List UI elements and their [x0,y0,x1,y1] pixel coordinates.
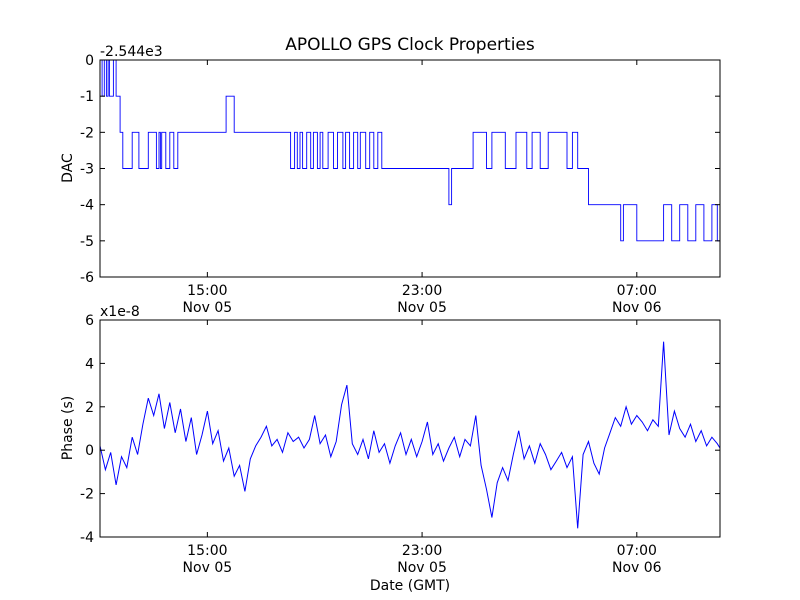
x-axis-label: Date (GMT) [370,578,450,594]
dac-x-tick-time: 23:00 [402,283,442,299]
dac-series-line [100,60,720,242]
phase-axes-frame [99,319,721,538]
phase-x-tick-date: Nov 05 [397,560,447,576]
dac-plot-area [100,60,720,242]
dac-y-axis-label: DAC [60,153,76,183]
dac-y-tick-label: -3 [80,162,94,178]
phase-x-tick-date: Nov 06 [612,560,662,576]
dac-x-tick-time: 07:00 [617,283,657,299]
phase-y-tick-label: -4 [80,530,94,546]
dac-x-tick-time: 15:00 [187,283,227,299]
phase-x-tick-time: 07:00 [617,543,657,559]
dac-y-tick-label: -5 [80,234,94,250]
dac-y-tick-label: -2 [80,125,94,141]
dac-offset-label: -2.544e3 [100,44,163,60]
phase-x-tick-date: Nov 05 [183,560,233,576]
phase-y-tick-label: 6 [85,313,94,329]
dac-x-tick-date: Nov 05 [397,300,447,316]
phase-series-line [100,341,720,529]
phase-y-axis-label: Phase (s) [60,396,76,460]
phase-offset-label: x1e-8 [100,304,140,320]
phase-y-tick-label: 2 [85,400,94,416]
phase-x-tick-time: 15:00 [187,543,227,559]
dac-y-tick-label: 0 [85,53,94,69]
phase-y-tick-label: 0 [85,443,94,459]
phase-y-tick-label: 4 [85,356,94,372]
phase-y-tick-label: -2 [80,487,94,503]
dac-y-tick-label: -6 [80,270,94,286]
chart-title: APOLLO GPS Clock Properties [285,35,535,55]
phase-x-tick-time: 23:00 [402,543,442,559]
dac-x-tick-date: Nov 05 [183,300,233,316]
dac-y-tick-label: -4 [80,198,94,214]
phase-plot-area [100,341,720,529]
dac-x-tick-date: Nov 06 [612,300,662,316]
dac-y-tick-label: -1 [80,89,94,105]
